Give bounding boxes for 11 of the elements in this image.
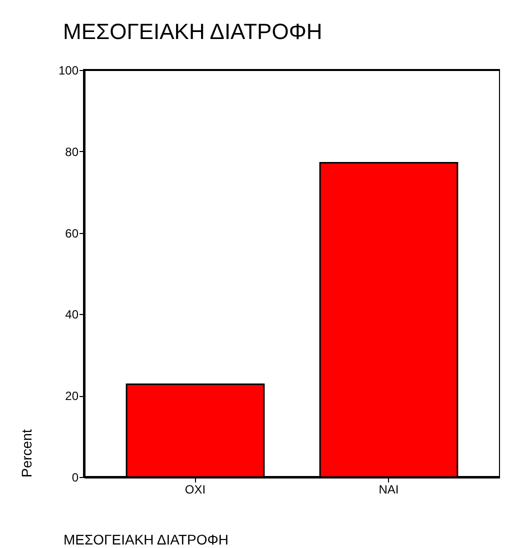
y-tick-label: 20	[65, 389, 79, 404]
y-tick-label: 60	[65, 226, 79, 240]
y-tick-label: 40	[65, 308, 79, 322]
y-tick-label: 80	[65, 144, 79, 159]
x-tick-label: OXI	[184, 482, 206, 496]
y-tick-label: 100	[58, 64, 79, 78]
x-axis-title: ΜΕΣΟΓΕΙΑΚΗ ΔΙΑΤΡΟΦΗ	[64, 532, 228, 548]
x-tick-label: NAI	[378, 482, 399, 496]
y-axis-title: Percent	[18, 429, 34, 478]
y-tick-label: 0	[72, 470, 79, 484]
chart-title: ΜΕΣΟΓΕΙΑΚΗ ΔΙΑΤΡΟΦΗ	[63, 19, 322, 44]
